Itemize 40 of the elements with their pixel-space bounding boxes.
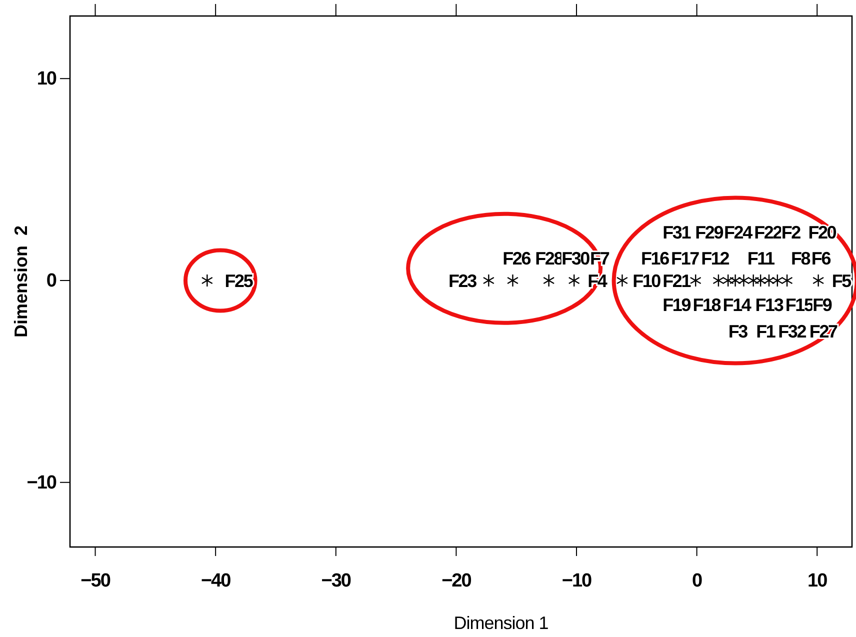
x-tick-label: −50 — [80, 570, 110, 592]
annotation: F12 — [701, 248, 730, 269]
y-tick-label: 10 — [36, 68, 56, 90]
x-axis-title: Dimension 1 — [454, 613, 549, 633]
annotation: F13 — [755, 295, 784, 316]
x-tick-label: −40 — [200, 570, 231, 592]
annotation: F29 — [695, 222, 724, 242]
annotation: F1 — [756, 321, 776, 342]
annotation: F15 — [785, 295, 814, 316]
annotation: F14 — [722, 295, 752, 316]
annotation: F18 — [692, 295, 722, 316]
y-tick-label: 0 — [46, 270, 56, 292]
annotation: F11 — [747, 248, 775, 269]
annotation: F21 — [662, 270, 692, 291]
x-tick-label: −20 — [442, 570, 472, 592]
annotation: F16 — [640, 248, 670, 269]
annotation: F6 — [811, 248, 832, 269]
annotation: F8 — [790, 248, 811, 269]
x-tick-label: −30 — [321, 570, 351, 592]
annotation: F31 — [662, 222, 692, 242]
annotation: F2 — [781, 222, 802, 242]
y-tick-label: −10 — [26, 472, 56, 494]
x-tick-label: −10 — [562, 570, 592, 592]
annotation: F23 — [448, 270, 478, 291]
annotation: F10 — [632, 270, 662, 291]
annotation: F3 — [728, 321, 748, 342]
x-tick-label: 10 — [808, 570, 828, 592]
annotation: F30 — [562, 248, 590, 269]
annotation: F25 — [224, 270, 254, 291]
y-axis-title: Dimension 2 — [11, 225, 31, 338]
annotation: F24 — [724, 222, 753, 242]
annotation: F20 — [808, 222, 837, 242]
annotation: F9 — [812, 295, 832, 316]
annotation: F19 — [662, 295, 692, 316]
annotation: F22 — [754, 222, 783, 242]
annotation: F32 — [778, 321, 807, 342]
annotation: F26 — [502, 248, 532, 269]
x-tick-label: 0 — [692, 570, 702, 592]
annotation: F17 — [671, 248, 700, 269]
annotation: F5 — [832, 270, 852, 291]
